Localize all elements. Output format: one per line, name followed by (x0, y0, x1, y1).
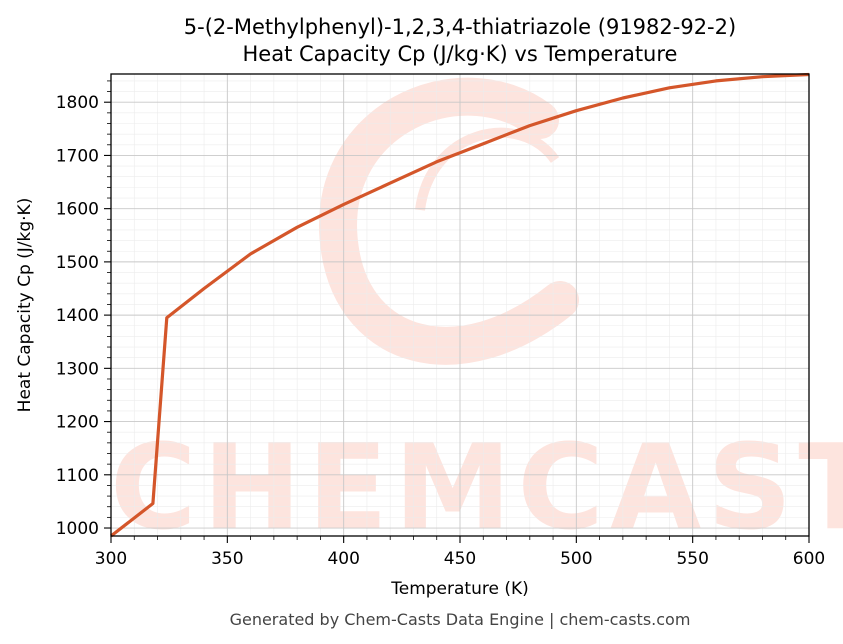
y-axis: 1000 1100 1200 1300 1400 1500 1600 1700 1800 (56, 80, 111, 539)
x-tick-label: 300 (95, 549, 127, 569)
watermark: CHEMCASTS (110, 77, 843, 556)
watermark-text: CHEMCASTS (110, 418, 843, 556)
y-tick-label: 1100 (56, 466, 99, 486)
x-tick-label: 500 (560, 549, 592, 569)
y-tick-label: 1500 (56, 253, 99, 273)
x-axis-label: Temperature (K) (390, 579, 529, 599)
chart-title: 5-(2-Methylphenyl)-1,2,3,4-thiatriazole … (184, 15, 736, 39)
x-tick-label: 450 (444, 549, 476, 569)
y-tick-label: 1400 (56, 306, 99, 326)
x-tick-label: 350 (211, 549, 243, 569)
chart-subtitle: Heat Capacity Cp (J/kg·K) vs Temperature (243, 42, 678, 66)
x-axis: 300 350 400 450 500 550 600 (95, 536, 825, 569)
y-tick-label: 1600 (56, 200, 99, 220)
footer-credit: Generated by Chem-Casts Data Engine | ch… (230, 610, 691, 629)
y-tick-label: 1200 (56, 413, 99, 433)
y-tick-label: 1000 (56, 519, 99, 539)
x-tick-label: 550 (676, 549, 708, 569)
x-tick-label: 400 (327, 549, 359, 569)
series-line (110, 72, 810, 538)
y-tick-label: 1300 (56, 359, 99, 379)
x-tick-label: 600 (793, 549, 825, 569)
y-tick-label: 1700 (56, 146, 99, 166)
y-axis-label: Heat Capacity Cp (J/kg·K) (15, 198, 35, 413)
y-tick-label: 1800 (56, 93, 99, 113)
